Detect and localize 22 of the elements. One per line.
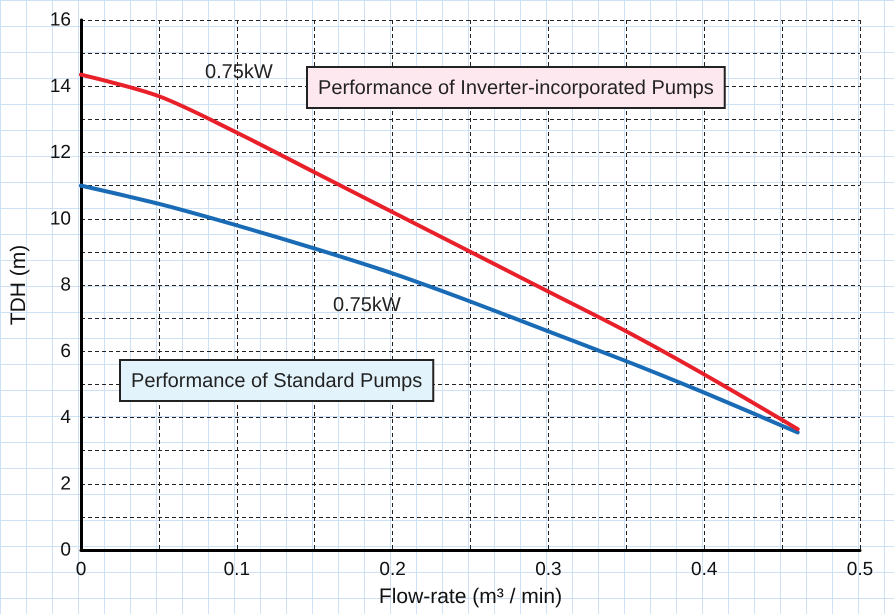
series-label: 0.75kW [205, 61, 273, 83]
y-tick-label: 16 [50, 10, 71, 30]
y-axis-title: TDH (m) [7, 244, 30, 326]
x-tick-label: 0.4 [690, 559, 718, 580]
x-axis-title: Flow-rate (m³ / min) [378, 585, 562, 608]
y-tick-label: 6 [60, 340, 71, 362]
x-tick-label: 0.5 [846, 559, 874, 580]
y-tick-label: 8 [60, 274, 71, 296]
x-tick-label: 0.1 [224, 559, 250, 580]
line-series [79, 184, 800, 434]
x-tick-label: 0.2 [379, 559, 406, 580]
series-label: 0.75kW [333, 294, 401, 316]
y-tick-label: 12 [50, 142, 71, 163]
y-tick-label: 4 [60, 407, 72, 428]
y-tick-label: 2 [60, 473, 71, 494]
x-tick-label: 0.3 [535, 559, 562, 580]
annotation: Performance of Inverter-incorporated Pumps [318, 77, 714, 99]
y-tick-label: 0 [60, 540, 71, 560]
y-tick-label: 10 [50, 208, 71, 230]
y-tick-label: 14 [50, 76, 72, 97]
annotation: Performance of Standard Pumps [131, 370, 422, 392]
x-tick-label: 0 [76, 559, 86, 580]
